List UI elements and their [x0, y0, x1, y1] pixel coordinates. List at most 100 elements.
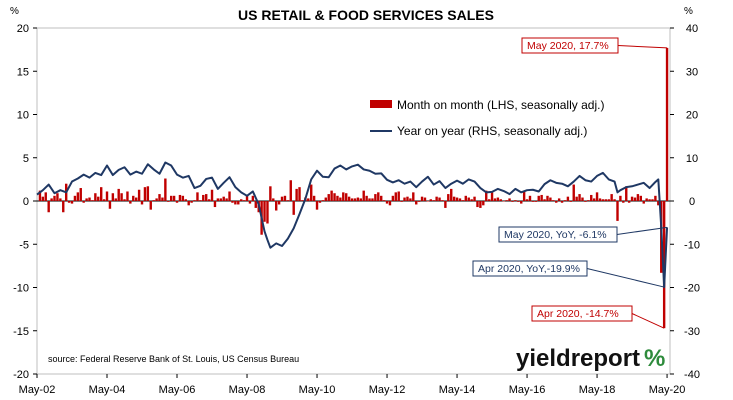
mom-bar — [482, 201, 485, 206]
mom-bar — [613, 199, 616, 201]
mom-bar — [563, 200, 567, 201]
mom-bar — [175, 201, 179, 203]
mom-bar — [630, 196, 634, 201]
mom-bar — [345, 193, 348, 201]
mom-bar — [528, 195, 532, 201]
right-tick-label: -10 — [684, 239, 700, 251]
mom-bar — [382, 200, 386, 201]
logo-percent: % — [644, 345, 665, 372]
mom-bar — [53, 195, 56, 201]
mom-bar — [470, 199, 473, 201]
mom-bar — [452, 196, 456, 201]
mom-bar — [277, 201, 281, 205]
mom-bar — [283, 195, 287, 201]
mom-bar — [269, 186, 272, 201]
x-tick-label: May-10 — [299, 384, 336, 396]
mom-bar — [604, 199, 607, 201]
mom-bar — [429, 199, 432, 201]
yoy-line — [36, 161, 669, 289]
mom-bar — [610, 194, 613, 201]
left-tick-label: -10 — [13, 283, 29, 295]
mom-bar — [365, 195, 368, 201]
mom-bar — [616, 201, 619, 221]
mom-bar — [662, 201, 666, 329]
mom-bar — [432, 200, 435, 201]
mom-bar — [464, 195, 467, 201]
right-tick-label: -40 — [684, 369, 700, 381]
mom-bar — [62, 201, 65, 213]
mom-bar — [266, 201, 269, 224]
annotation-leader — [586, 268, 665, 288]
mom-bar — [511, 201, 514, 202]
mom-bar — [522, 190, 526, 201]
mom-bar — [41, 196, 45, 201]
mom-bar — [415, 201, 418, 205]
mom-bar — [455, 197, 459, 201]
mom-bar — [534, 201, 537, 202]
mom-bar — [447, 194, 450, 201]
mom-bar — [347, 196, 351, 201]
mom-bar — [193, 200, 196, 201]
mom-bar — [485, 190, 488, 201]
mom-bar — [336, 195, 339, 201]
mom-bar — [441, 200, 444, 201]
mom-bar — [254, 201, 257, 208]
annotation-label: May 2020, YoY, -6.1% — [504, 229, 607, 241]
mom-bar — [161, 197, 164, 201]
mom-bar — [237, 201, 240, 205]
mom-bar — [108, 201, 112, 209]
mom-bar — [517, 201, 520, 202]
mom-bar — [205, 194, 208, 201]
mom-bar — [70, 201, 74, 204]
mom-bar — [88, 197, 91, 201]
mom-bar — [140, 201, 144, 205]
x-tick-label: May-04 — [89, 384, 126, 396]
mom-bar — [339, 197, 342, 201]
mom-bar — [152, 200, 155, 201]
mom-bar — [552, 200, 555, 201]
mom-bar — [595, 192, 599, 201]
mom-bar — [502, 201, 505, 202]
left-axis-unit: % — [10, 6, 19, 17]
mom-bar — [272, 198, 275, 201]
annotation-leader — [617, 45, 668, 49]
mom-bar — [199, 200, 202, 201]
mom-bar — [587, 200, 590, 201]
mom-bar — [207, 199, 211, 201]
mom-bar — [318, 201, 322, 203]
mom-bar — [636, 194, 640, 201]
mom-bar — [581, 197, 584, 201]
x-tick-label: May-12 — [369, 384, 406, 396]
mom-bar — [420, 196, 424, 201]
mom-bar — [359, 198, 362, 201]
mom-bar — [590, 194, 593, 201]
annotation-label: Apr 2020, YoY,-19.9% — [478, 263, 580, 275]
x-tick-label: May-16 — [509, 384, 546, 396]
mom-bar — [210, 189, 214, 201]
mom-bar — [248, 201, 252, 204]
mom-bar — [476, 201, 479, 208]
mom-bar — [505, 200, 508, 201]
legend-label-mom: Month on month (LHS, seasonally adj.) — [397, 98, 604, 112]
mom-bar — [85, 198, 88, 201]
mom-bar — [132, 195, 135, 201]
mom-bar — [327, 194, 330, 201]
mom-bar — [397, 191, 400, 201]
logo-wordmark: yieldreport — [516, 345, 640, 372]
mom-bar — [123, 199, 126, 201]
mom-bar — [321, 200, 325, 201]
mom-bar — [333, 193, 336, 201]
annotation-leader — [631, 313, 665, 329]
mom-bar — [312, 195, 316, 201]
mom-bar — [417, 201, 421, 202]
mom-bar — [394, 192, 397, 201]
mom-bar — [105, 191, 109, 201]
mom-bar — [196, 192, 199, 201]
x-tick-label: May-08 — [229, 384, 266, 396]
annotation-leader — [616, 226, 668, 235]
mom-bar — [549, 197, 552, 201]
mom-bar — [435, 196, 438, 201]
mom-bar — [170, 195, 173, 201]
mom-bar — [633, 197, 637, 201]
left-tick-label: 10 — [17, 110, 29, 122]
